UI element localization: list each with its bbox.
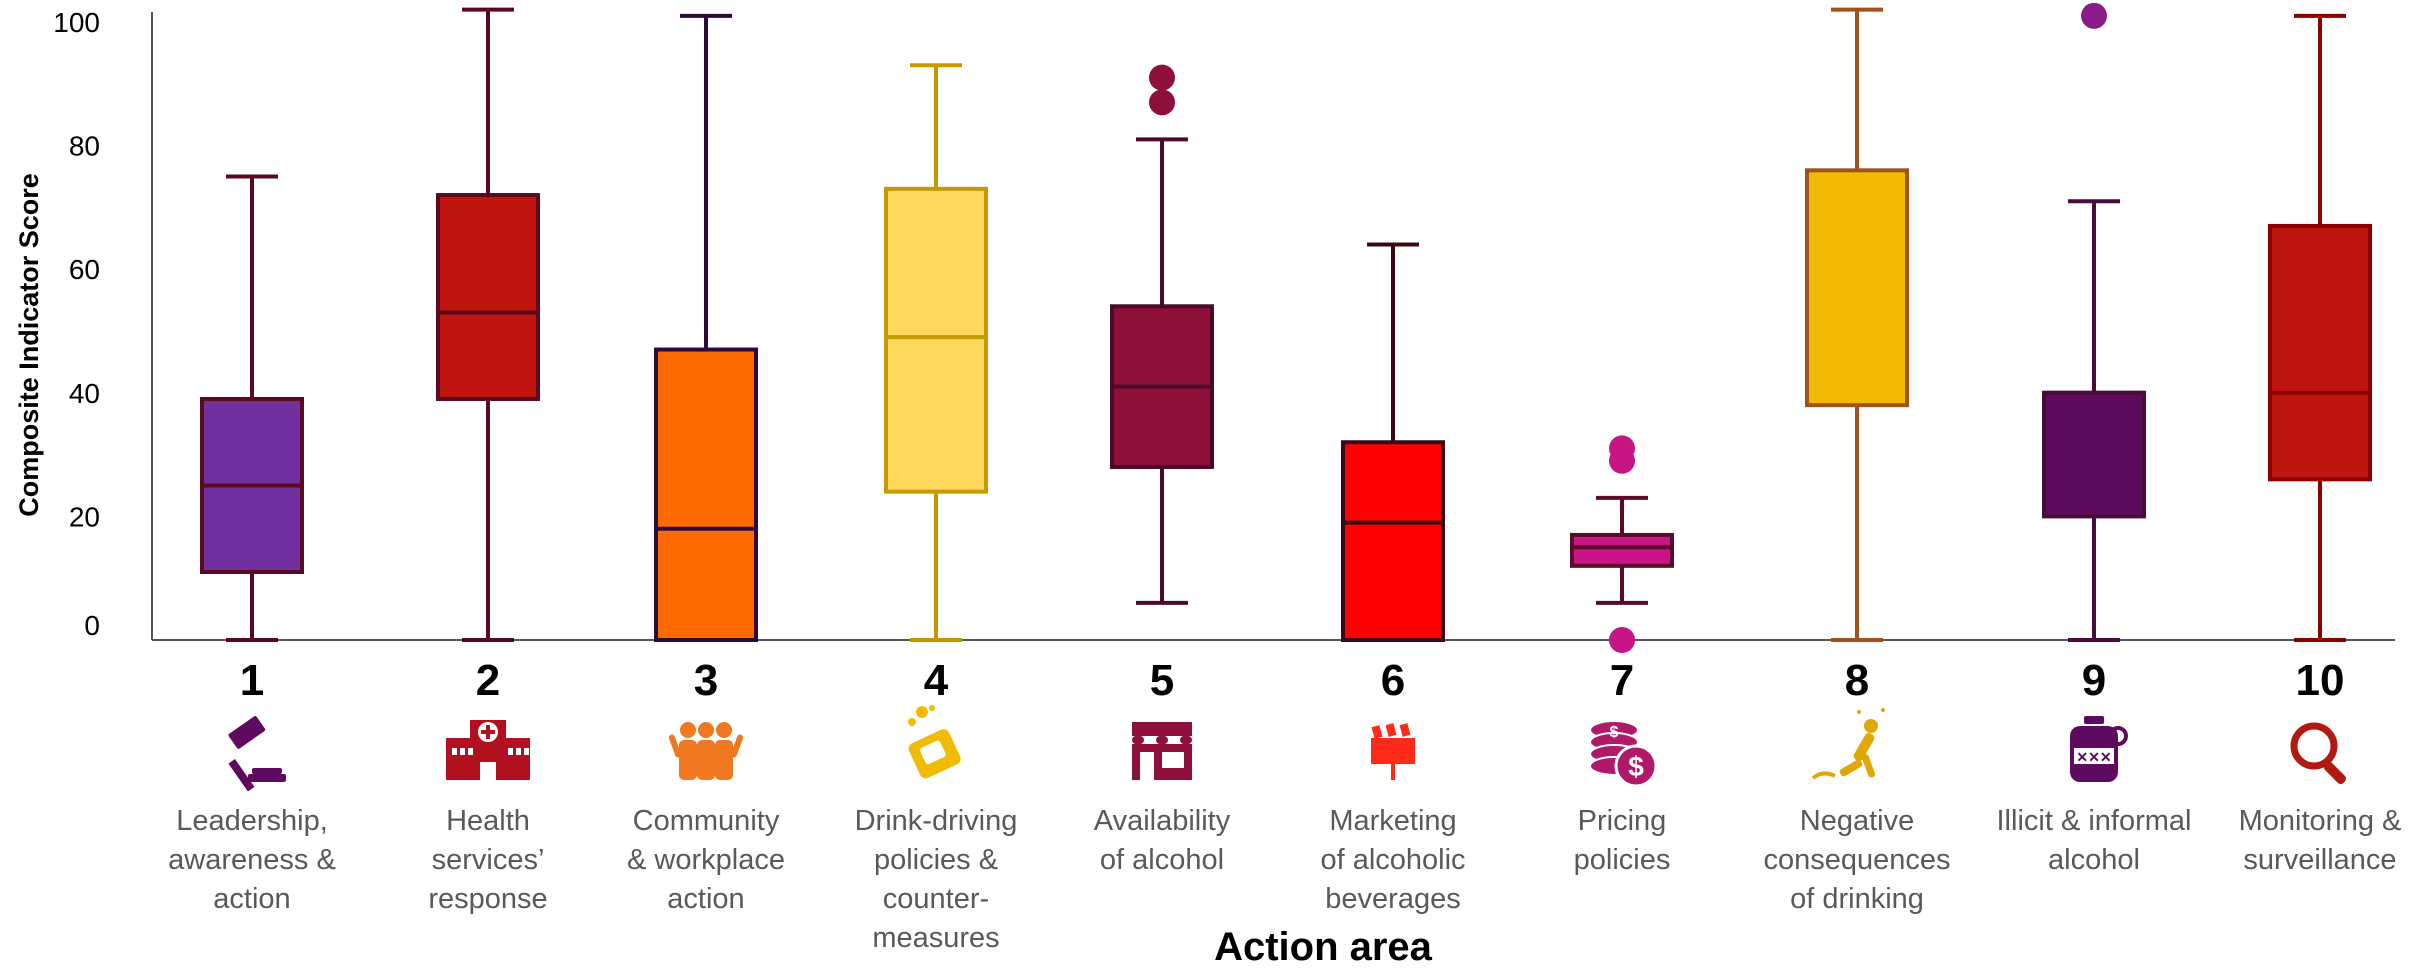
category-6: 6 Marketing of alcoholic beverages <box>1320 656 1465 915</box>
box-2 <box>438 10 538 640</box>
svg-text:✕✕✕: ✕✕✕ <box>2076 749 2111 765</box>
category-number: 4 <box>924 656 949 705</box>
category-4: 4 Drink-driving policies & counter-measures <box>855 656 1018 954</box>
category-number: 10 <box>2296 656 2345 705</box>
box-iqr <box>656 350 756 640</box>
storefront-icon <box>1132 722 1192 780</box>
category-label-line: Marketing <box>1329 805 1456 837</box>
category-label-line: consequences <box>1763 844 1950 876</box>
outlier-point <box>1609 435 1635 461</box>
category-label-line: Illicit & informal <box>1997 805 2192 837</box>
category-label-line: Negative <box>1800 805 1914 837</box>
x-categories: 1 Leadership, awareness & action 2 Health serv… <box>168 656 2401 954</box>
category-label-line: beverages <box>1325 883 1460 915</box>
category-label-line: of alcohol <box>1100 844 1224 876</box>
category-1: 1 Leadership, awareness & action <box>168 656 336 915</box>
box-7 <box>1572 435 1672 653</box>
category-label-line: Monitoring & <box>2239 805 2402 837</box>
box-1 <box>202 177 302 641</box>
box-iqr <box>1572 535 1672 566</box>
category-label-line: Community <box>633 805 780 837</box>
box-6 <box>1343 244 1443 640</box>
category-label-line: measures <box>872 922 999 954</box>
box-4 <box>886 65 986 640</box>
category-label-line: action <box>667 883 744 915</box>
box-iqr <box>1807 170 1907 405</box>
coins-icon: $$ <box>1590 721 1656 786</box>
outlier-point <box>1149 89 1175 115</box>
box-iqr <box>2270 226 2370 479</box>
category-label-line: Availability <box>1094 805 1231 837</box>
category-label-line: awareness & <box>168 844 336 876</box>
falling-person-icon <box>1813 708 1885 778</box>
box-10 <box>2270 16 2370 640</box>
category-label-line: of alcoholic <box>1320 844 1465 876</box>
y-tick-label: 80 <box>69 131 100 162</box>
category-number: 8 <box>1845 656 1869 705</box>
category-label-line: Pricing <box>1578 805 1667 837</box>
category-label-line: response <box>428 883 547 915</box>
box-iqr <box>1343 442 1443 640</box>
jug-icon: ✕✕✕ <box>2070 716 2126 782</box>
box-iqr <box>438 195 538 399</box>
category-5: 5 Availability of alcohol <box>1094 656 1231 876</box>
outlier-point <box>2081 3 2107 29</box>
magnifier-icon <box>2294 726 2348 786</box>
category-2: 2 Health services’ response <box>428 656 547 915</box>
y-axis-label: Composite Indicator Score <box>14 173 44 517</box>
box-9 <box>2044 3 2144 640</box>
axes: 0 20 40 60 80 100 <box>53 7 2395 641</box>
category-label-line: Leadership, <box>176 805 328 837</box>
category-9: 9 ✕✕✕ Illicit & informal alcohol <box>1997 656 2192 876</box>
box-5 <box>1112 65 1212 603</box>
category-label-line: counter- <box>883 883 989 915</box>
box-series <box>202 3 2370 653</box>
y-tick-label: 0 <box>84 610 100 641</box>
category-label-line: surveillance <box>2243 844 2396 876</box>
svg-text:$: $ <box>1610 724 1619 741</box>
hospital-icon <box>446 720 530 780</box>
people-icon <box>668 722 744 780</box>
outlier-point <box>1149 65 1175 91</box>
category-number: 2 <box>476 656 500 705</box>
category-number: 5 <box>1150 656 1174 705</box>
category-number: 9 <box>2082 656 2106 705</box>
box-iqr <box>2044 393 2144 517</box>
crashed-car-icon <box>907 705 963 780</box>
y-tick-label: 40 <box>69 378 100 409</box>
category-label-line: action <box>213 883 290 915</box>
category-3: 3 Community & workplace action <box>627 656 785 915</box>
billboard-icon <box>1371 723 1415 780</box>
outlier-point <box>1609 627 1635 653</box>
category-number: 7 <box>1610 656 1634 705</box>
category-label-line: policies & <box>874 844 998 876</box>
category-number: 3 <box>694 656 718 705</box>
y-tick-label: 100 <box>53 7 100 38</box>
category-label-line: alcohol <box>2048 844 2140 876</box>
y-tick-label: 60 <box>69 254 100 285</box>
y-tick-label: 20 <box>69 501 100 532</box>
box-8 <box>1807 10 1907 640</box>
category-8: 8 Negative consequences of drinking <box>1763 656 1950 915</box>
box-3 <box>656 16 756 640</box>
category-number: 1 <box>240 656 264 705</box>
box-iqr <box>886 189 986 492</box>
gavel-icon <box>228 715 286 791</box>
category-label-line: of drinking <box>1790 883 1924 915</box>
category-label-line: Drink-driving <box>855 805 1018 837</box>
category-label-line: policies <box>1574 844 1671 876</box>
x-axis-label: Action area <box>1214 925 1433 969</box>
category-number: 6 <box>1381 656 1405 705</box>
category-label-line: & workplace <box>627 844 785 876</box>
category-10: 10 Monitoring & surveillance <box>2239 656 2402 876</box>
category-label-line: services’ <box>432 844 545 876</box>
category-label-line: Health <box>446 805 530 837</box>
svg-text:$: $ <box>1628 751 1644 782</box>
